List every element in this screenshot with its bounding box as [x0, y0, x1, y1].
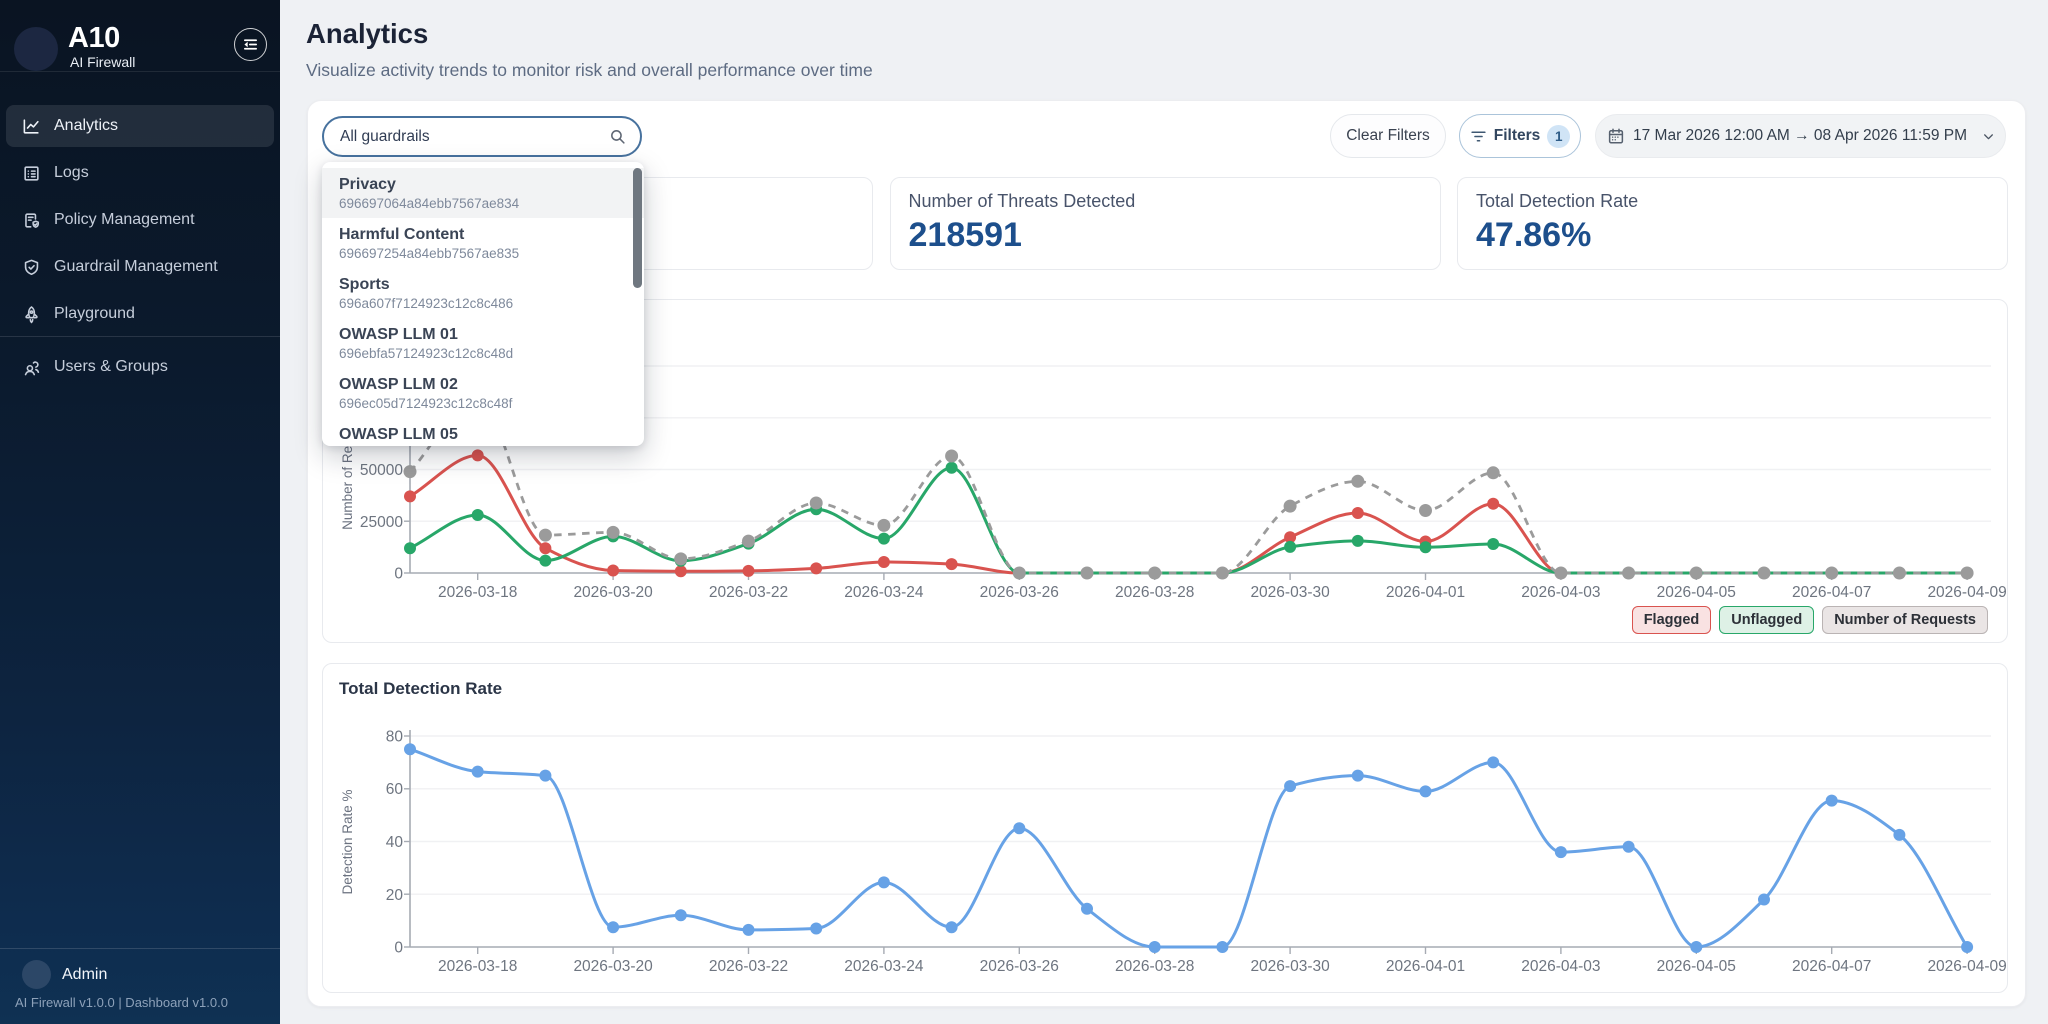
svg-text:2026-03-30: 2026-03-30	[1250, 958, 1330, 975]
svg-text:20: 20	[386, 887, 404, 904]
svg-text:2026-04-03: 2026-04-03	[1521, 958, 1600, 975]
svg-text:2026-04-01: 2026-04-01	[1386, 584, 1465, 601]
svg-text:2026-03-26: 2026-03-26	[980, 584, 1059, 601]
svg-text:2026-04-07: 2026-04-07	[1792, 958, 1871, 975]
svg-text:2026-03-20: 2026-03-20	[573, 958, 653, 975]
svg-text:50000: 50000	[360, 462, 403, 479]
svg-text:2026-04-07: 2026-04-07	[1792, 584, 1871, 601]
svg-text:2026-03-26: 2026-03-26	[980, 958, 1059, 975]
svg-text:2026-03-20: 2026-03-20	[573, 584, 653, 601]
svg-text:2026-03-18: 2026-03-18	[438, 584, 517, 601]
svg-text:2026-03-22: 2026-03-22	[709, 584, 788, 601]
svg-text:60: 60	[386, 781, 404, 798]
svg-text:2026-04-05: 2026-04-05	[1657, 584, 1736, 601]
svg-text:2026-03-28: 2026-03-28	[1115, 958, 1194, 975]
svg-text:2026-04-05: 2026-04-05	[1657, 958, 1736, 975]
svg-text:2026-04-03: 2026-04-03	[1521, 584, 1600, 601]
svg-text:2026-03-18: 2026-03-18	[438, 958, 517, 975]
svg-text:2026-04-09: 2026-04-09	[1927, 958, 2006, 975]
svg-text:2026-04-01: 2026-04-01	[1386, 958, 1465, 975]
svg-text:2026-03-24: 2026-03-24	[844, 584, 924, 601]
svg-text:0: 0	[394, 940, 403, 957]
svg-text:2026-03-22: 2026-03-22	[709, 958, 788, 975]
svg-text:0: 0	[394, 566, 403, 583]
svg-text:Detection Rate %: Detection Rate %	[340, 789, 355, 894]
svg-text:2026-03-24: 2026-03-24	[844, 958, 924, 975]
svg-text:80: 80	[386, 729, 404, 746]
svg-text:2026-03-28: 2026-03-28	[1115, 584, 1194, 601]
svg-text:40: 40	[386, 834, 404, 851]
svg-text:2026-03-30: 2026-03-30	[1250, 584, 1330, 601]
svg-text:25000: 25000	[360, 514, 403, 531]
svg-text:2026-04-09: 2026-04-09	[1927, 584, 2006, 601]
